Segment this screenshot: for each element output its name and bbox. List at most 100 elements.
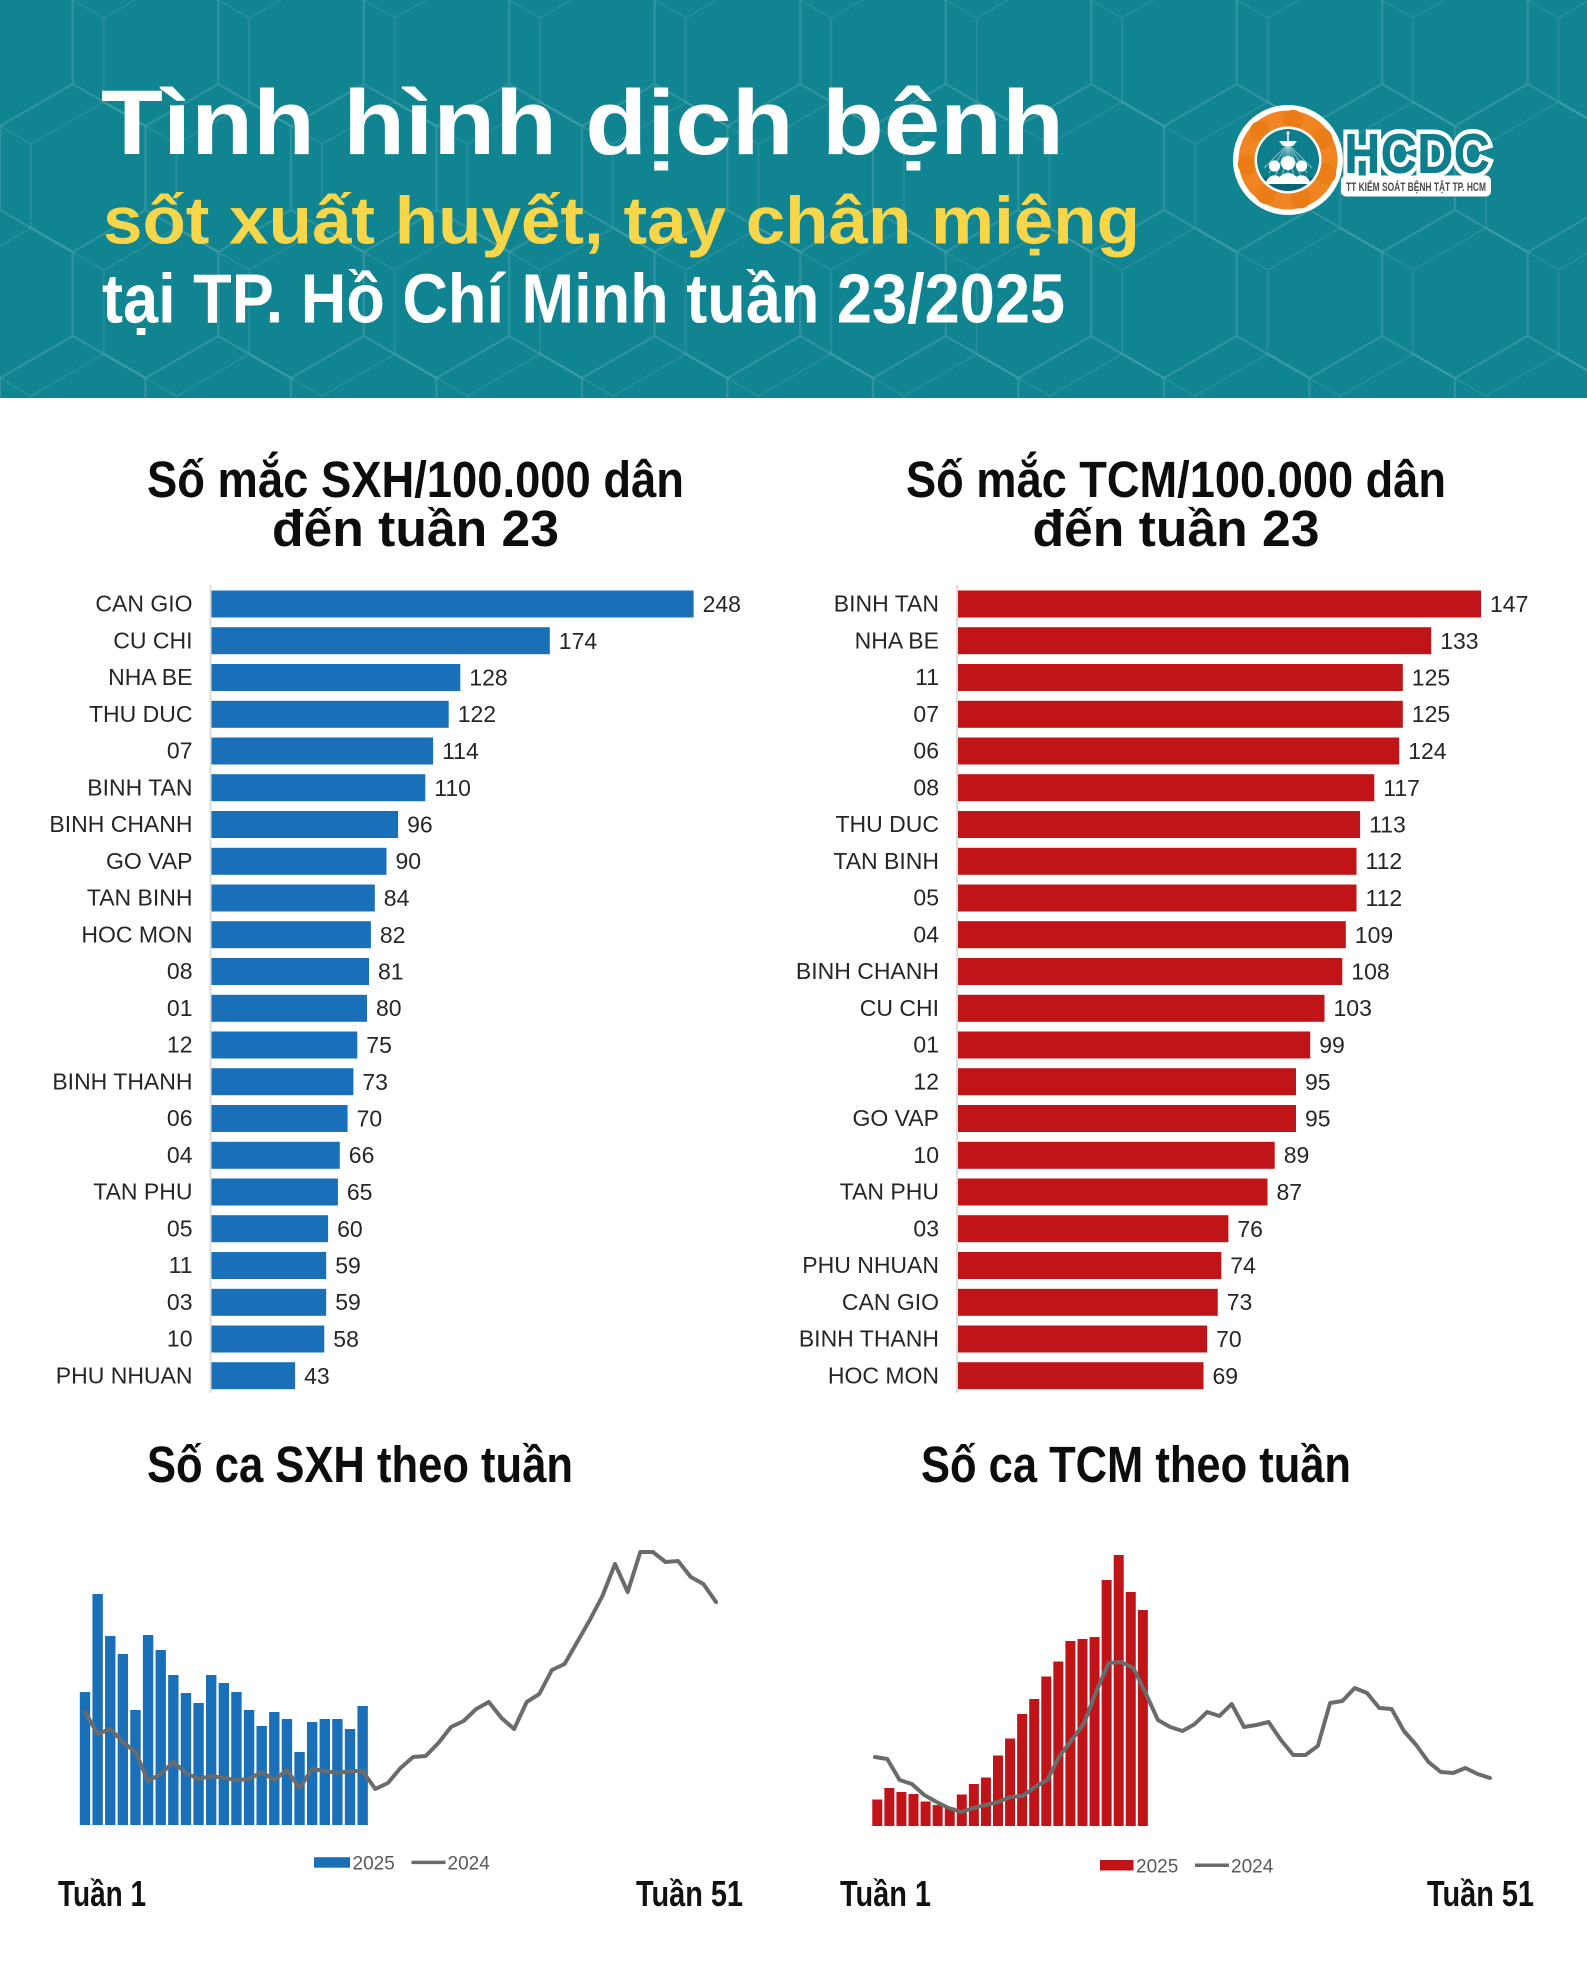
svg-text:43: 43 [304,1363,330,1389]
svg-text:đến tuần 23: đến tuần 23 [1033,500,1320,557]
svg-text:TT KIỂM SOÁT BỆNH TẬT TP. HCM: TT KIỂM SOÁT BỆNH TẬT TP. HCM [1346,181,1486,194]
svg-text:THU DUC: THU DUC [89,701,193,727]
svg-text:Số ca SXH theo tuần: Số ca SXH theo tuần [147,1436,573,1493]
svg-text:10: 10 [913,1142,939,1168]
svg-text:sốt xuất huyết, tay chân miệng: sốt xuất huyết, tay chân miệng [103,184,1140,259]
svg-text:05: 05 [913,885,939,911]
svg-text:THU DUC: THU DUC [836,811,940,837]
svg-text:TAN PHU: TAN PHU [93,1179,192,1205]
svg-text:128: 128 [469,665,507,691]
svg-text:12: 12 [167,1032,193,1058]
svg-text:TAN PHU: TAN PHU [840,1179,939,1205]
svg-text:70: 70 [357,1106,383,1132]
svg-text:01: 01 [913,1032,939,1058]
svg-text:114: 114 [442,738,479,764]
svg-text:BINH THANH: BINH THANH [799,1326,939,1352]
svg-text:CU CHI: CU CHI [860,995,939,1021]
svg-text:Tình hình dịch bệnh: Tình hình dịch bệnh [101,72,1064,174]
svg-text:03: 03 [167,1289,193,1315]
svg-text:112: 112 [1366,848,1403,874]
svg-text:117: 117 [1383,775,1420,801]
svg-text:2025: 2025 [353,1854,395,1875]
svg-text:95: 95 [1305,1069,1331,1095]
svg-text:58: 58 [333,1326,359,1352]
svg-text:73: 73 [1227,1289,1253,1315]
svg-text:Tuần 1: Tuần 1 [840,1873,931,1914]
svg-text:06: 06 [913,738,939,764]
svg-text:06: 06 [167,1105,193,1131]
svg-text:125: 125 [1412,665,1450,691]
svg-text:59: 59 [335,1253,361,1279]
svg-text:82: 82 [380,922,406,948]
svg-text:03: 03 [913,1216,939,1242]
svg-text:BINH TAN: BINH TAN [87,775,192,801]
svg-text:GO VAP: GO VAP [106,848,193,874]
svg-text:70: 70 [1216,1326,1242,1352]
svg-text:Số mắc TCM/100.000 dân: Số mắc TCM/100.000 dân [906,450,1446,508]
svg-text:12: 12 [913,1069,939,1095]
svg-text:2025: 2025 [1136,1856,1178,1877]
svg-text:đến tuần 23: đến tuần 23 [272,500,559,557]
svg-text:89: 89 [1284,1142,1310,1168]
svg-text:122: 122 [458,701,496,727]
svg-text:HOC MON: HOC MON [81,922,192,948]
svg-text:69: 69 [1213,1363,1239,1389]
svg-text:133: 133 [1440,628,1478,654]
svg-text:66: 66 [349,1142,375,1168]
svg-text:87: 87 [1277,1179,1303,1205]
svg-text:60: 60 [337,1216,363,1242]
svg-text:TAN BINH: TAN BINH [87,885,193,911]
svg-text:08: 08 [913,775,939,801]
svg-text:74: 74 [1230,1253,1256,1279]
svg-text:75: 75 [366,1032,392,1058]
svg-text:109: 109 [1355,922,1393,948]
svg-text:CAN GIO: CAN GIO [842,1289,939,1315]
svg-text:04: 04 [913,922,939,948]
svg-text:11: 11 [915,664,939,690]
svg-text:80: 80 [376,995,402,1021]
svg-text:76: 76 [1237,1216,1263,1242]
svg-text:10: 10 [167,1326,193,1352]
svg-text:2024: 2024 [1231,1856,1274,1877]
svg-text:95: 95 [1305,1106,1331,1132]
svg-text:Tuần 1: Tuần 1 [58,1873,146,1914]
svg-text:NHA BE: NHA BE [855,628,939,654]
svg-text:04: 04 [167,1142,193,1168]
svg-text:TAN BINH: TAN BINH [833,848,939,874]
svg-text:110: 110 [434,775,471,801]
svg-text:BINH TAN: BINH TAN [834,591,939,617]
svg-text:tại TP. Hồ Chí Minh tuần 23/20: tại TP. Hồ Chí Minh tuần 23/2025 [102,260,1065,338]
svg-text:PHU NHUAN: PHU NHUAN [56,1363,193,1389]
svg-text:01: 01 [167,995,193,1021]
svg-text:81: 81 [378,959,404,985]
svg-text:65: 65 [347,1179,373,1205]
svg-text:PHU NHUAN: PHU NHUAN [802,1252,939,1278]
svg-text:112: 112 [1366,885,1403,911]
svg-text:103: 103 [1334,995,1372,1021]
svg-text:84: 84 [384,885,410,911]
svg-text:07: 07 [913,701,939,727]
svg-text:99: 99 [1319,1032,1345,1058]
svg-text:BINH CHANH: BINH CHANH [796,958,939,984]
svg-text:113: 113 [1369,812,1406,838]
svg-text:Số mắc SXH/100.000 dân: Số mắc SXH/100.000 dân [147,450,684,508]
svg-text:96: 96 [407,812,433,838]
svg-text:Tuần 51: Tuần 51 [1427,1873,1534,1914]
svg-text:73: 73 [362,1069,388,1095]
svg-text:2024: 2024 [448,1854,491,1875]
svg-text:CU CHI: CU CHI [113,628,192,654]
svg-text:248: 248 [703,591,741,617]
svg-text:174: 174 [559,628,598,654]
svg-text:11: 11 [169,1252,193,1278]
svg-text:Tuần 51: Tuần 51 [636,1873,743,1914]
svg-text:CAN GIO: CAN GIO [95,591,192,617]
svg-text:59: 59 [335,1289,361,1315]
svg-text:90: 90 [396,848,422,874]
svg-text:NHA BE: NHA BE [108,664,192,690]
svg-text:108: 108 [1351,959,1389,985]
svg-text:GO VAP: GO VAP [853,1105,940,1131]
svg-text:BINH THANH: BINH THANH [52,1069,192,1095]
svg-text:BINH CHANH: BINH CHANH [49,811,192,837]
svg-text:Số ca TCM theo tuần: Số ca TCM theo tuần [921,1436,1351,1493]
svg-text:08: 08 [167,958,193,984]
